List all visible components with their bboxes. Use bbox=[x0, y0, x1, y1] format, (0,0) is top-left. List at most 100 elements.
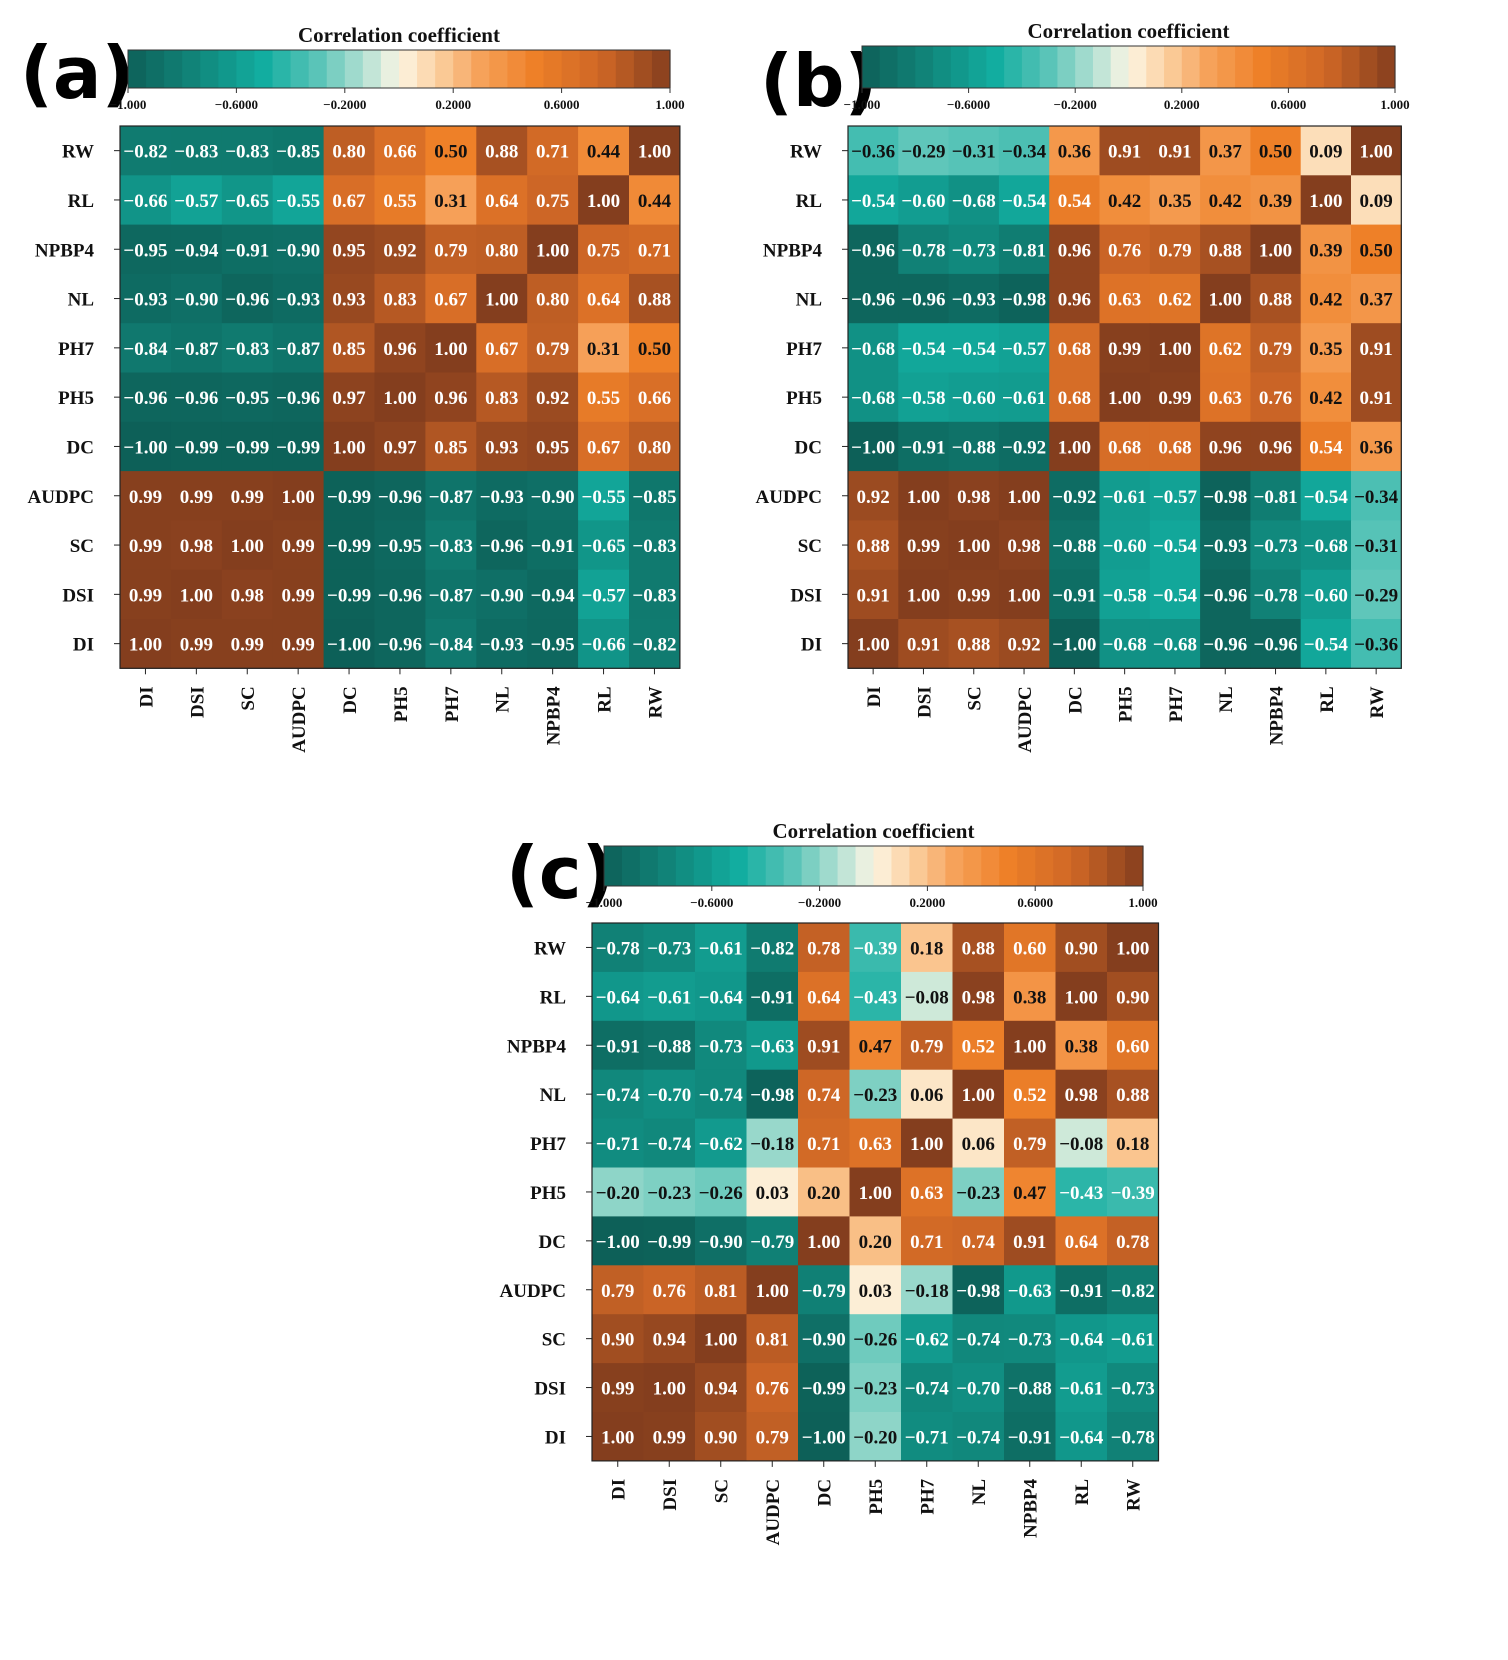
heatmap-cell bbox=[374, 175, 426, 226]
heatmap-cell bbox=[629, 224, 681, 275]
heatmap-cell bbox=[1055, 1216, 1108, 1266]
heatmap-cell bbox=[952, 971, 1005, 1022]
heatmap-cell bbox=[848, 323, 899, 373]
colorbar-segment bbox=[182, 50, 201, 88]
heatmap-cell bbox=[629, 372, 681, 423]
heatmap-cell bbox=[1149, 569, 1201, 620]
colorbar-segment bbox=[525, 50, 545, 88]
heatmap-cell bbox=[1055, 1118, 1108, 1168]
heatmap-cell bbox=[592, 1216, 644, 1266]
colorbar-segment bbox=[417, 50, 436, 88]
colorbar-segment bbox=[128, 50, 147, 88]
y-axis-label: RL bbox=[796, 191, 822, 212]
heatmap-cell bbox=[1055, 971, 1108, 1022]
cell-value-label: −0.43 bbox=[853, 987, 897, 1008]
heatmap-cell bbox=[272, 273, 325, 324]
colorbar-segment bbox=[819, 846, 839, 886]
heatmap-cell bbox=[272, 323, 325, 373]
cell-value-label: 1.00 bbox=[587, 191, 620, 212]
cell-value-label: −0.66 bbox=[582, 635, 626, 656]
heatmap-cell bbox=[848, 619, 899, 669]
heatmap-cell bbox=[1055, 1069, 1108, 1120]
cell-value-label: 1.00 bbox=[1013, 1036, 1046, 1057]
cell-value-label: −0.34 bbox=[1002, 142, 1047, 163]
cell-value-label: 0.96 bbox=[1058, 240, 1091, 261]
heatmap-cell bbox=[1004, 1020, 1056, 1071]
cell-value-label: 1.00 bbox=[859, 1183, 892, 1204]
y-axis-label: DI bbox=[73, 635, 94, 656]
heatmap-cell bbox=[527, 520, 579, 571]
y-axis-label: SC bbox=[542, 1330, 566, 1351]
cell-value-label: 0.80 bbox=[536, 290, 569, 311]
cell-value-label: −0.99 bbox=[647, 1232, 691, 1253]
heatmap-cell bbox=[425, 471, 477, 521]
heatmap-cell bbox=[476, 175, 528, 226]
cell-value-label: −0.74 bbox=[699, 1085, 744, 1106]
x-axis-label: RL bbox=[1072, 1479, 1093, 1505]
cell-value-label: −0.96 bbox=[851, 240, 895, 261]
heatmap-cell bbox=[998, 520, 1050, 571]
heatmap-cell bbox=[592, 971, 644, 1022]
x-axis-label: DSI bbox=[660, 1479, 681, 1511]
colorbar-segment bbox=[1306, 46, 1325, 88]
heatmap-cell bbox=[323, 273, 375, 324]
cell-value-label: 0.42 bbox=[1108, 191, 1141, 212]
cell-value-label: 0.71 bbox=[807, 1134, 840, 1155]
heatmap-cell bbox=[952, 923, 1005, 973]
colorbar-segment bbox=[543, 50, 563, 88]
heatmap-cell bbox=[629, 471, 681, 521]
cell-value-label: −0.61 bbox=[1103, 487, 1147, 508]
heatmap-cell bbox=[1049, 175, 1100, 226]
heatmap-cell bbox=[798, 1216, 850, 1266]
colorbar-segment bbox=[561, 50, 581, 88]
x-axis-label: DC bbox=[1065, 686, 1086, 713]
heatmap-cell bbox=[1300, 323, 1352, 373]
cell-value-label: −0.68 bbox=[851, 339, 895, 360]
colorbar-segment bbox=[380, 50, 400, 88]
cell-value-label: −0.93 bbox=[952, 290, 996, 311]
cell-value-label: −0.60 bbox=[952, 388, 996, 409]
heatmap-cell bbox=[1149, 273, 1201, 324]
cell-value-label: −1.00 bbox=[327, 635, 371, 656]
colorbar-segment bbox=[909, 846, 928, 886]
x-axis-label: NL bbox=[1216, 686, 1237, 712]
heatmap-cell bbox=[1200, 569, 1251, 620]
cell-value-label: 1.00 bbox=[638, 142, 671, 163]
heatmap-cell bbox=[898, 224, 950, 275]
cell-value-label: 0.91 bbox=[807, 1036, 840, 1057]
cell-value-label: 1.00 bbox=[857, 635, 890, 656]
heatmap-cell bbox=[948, 273, 1000, 324]
heatmap-cell bbox=[1107, 1069, 1159, 1120]
heatmap-cell bbox=[578, 471, 630, 521]
heatmap-cell bbox=[374, 619, 426, 669]
heatmap-cell bbox=[1200, 126, 1251, 176]
cell-value-label: 1.00 bbox=[807, 1232, 840, 1253]
colorbar-segment bbox=[933, 46, 952, 88]
cell-value-label: 0.88 bbox=[957, 635, 990, 656]
cell-value-label: −0.54 bbox=[1304, 635, 1349, 656]
cell-value-label: −0.60 bbox=[1304, 585, 1348, 606]
heatmap-cell bbox=[901, 1216, 953, 1266]
cell-value-label: 0.67 bbox=[434, 290, 468, 311]
cell-value-label: −0.91 bbox=[750, 987, 794, 1008]
colorbar-segment bbox=[963, 846, 982, 886]
cell-value-label: −0.23 bbox=[647, 1183, 691, 1204]
cell-value-label: −0.96 bbox=[1203, 635, 1247, 656]
cell-value-label: 0.47 bbox=[859, 1036, 893, 1057]
heatmap-cell bbox=[952, 1314, 1005, 1364]
heatmap-cell bbox=[1200, 520, 1251, 571]
heatmap-cell bbox=[120, 619, 172, 669]
heatmap-cell bbox=[425, 619, 477, 669]
cell-value-label: −0.55 bbox=[276, 191, 320, 212]
colorbar-segment bbox=[1092, 46, 1112, 88]
heatmap-cell bbox=[901, 923, 953, 973]
cell-value-label: 0.99 bbox=[601, 1379, 634, 1400]
colorbar-segment bbox=[1128, 46, 1147, 88]
cell-value-label: −0.78 bbox=[596, 938, 640, 959]
colorbar-title: Correlation coefficient bbox=[773, 819, 975, 843]
colorbar-tick-label: −0.2000 bbox=[798, 895, 841, 910]
cell-value-label: 0.99 bbox=[129, 487, 162, 508]
heatmap-cell bbox=[695, 1314, 747, 1364]
cell-value-label: 0.98 bbox=[962, 987, 995, 1008]
heatmap-cell bbox=[272, 619, 325, 669]
